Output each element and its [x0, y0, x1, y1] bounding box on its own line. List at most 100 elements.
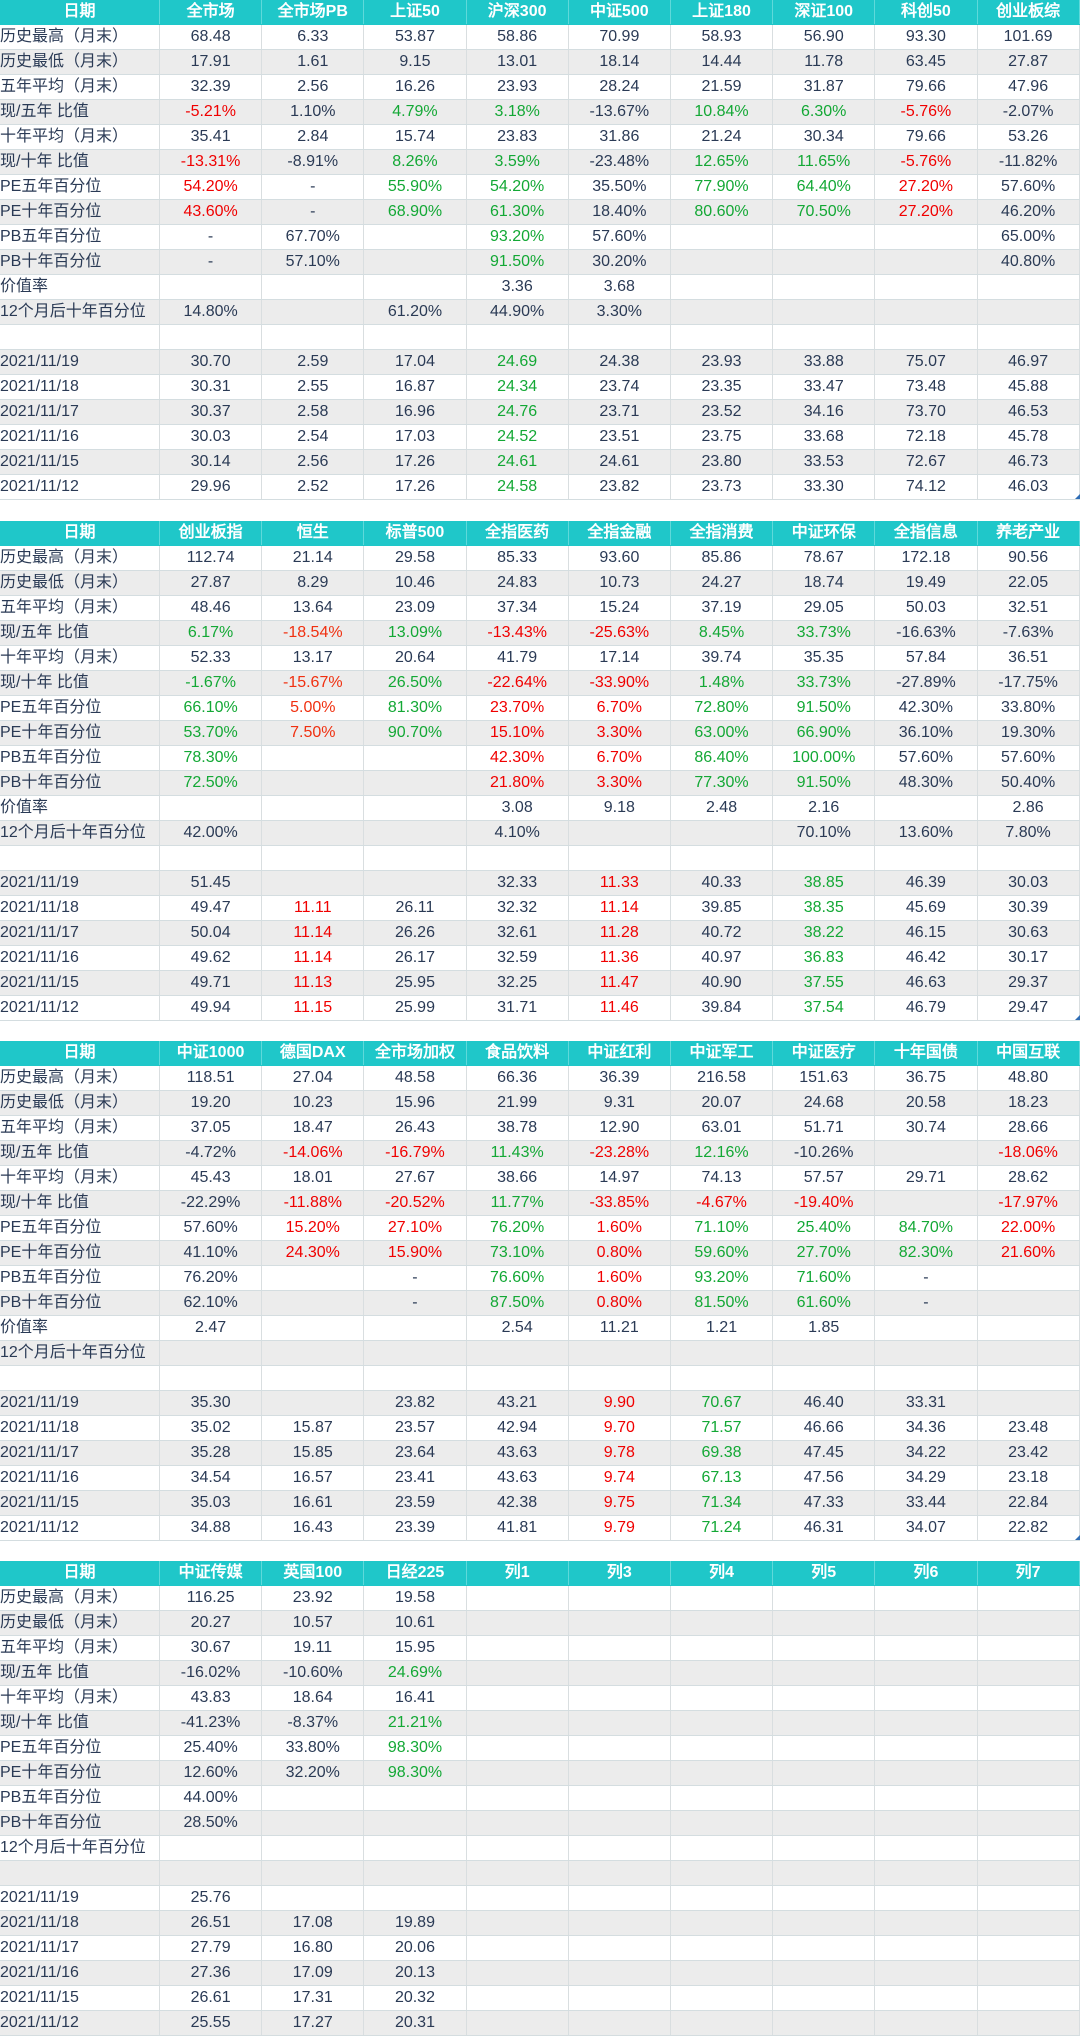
value-cell[interactable]: 10.61 [364, 1611, 467, 1635]
value-cell[interactable]: 40.72 [671, 921, 774, 945]
value-cell[interactable] [773, 1911, 876, 1935]
value-cell[interactable]: 2.54 [467, 1316, 569, 1340]
value-cell[interactable]: 23.64 [364, 1441, 467, 1465]
value-cell[interactable]: 46.03 [978, 475, 1080, 499]
value-cell[interactable] [569, 1861, 671, 1885]
row-label-cell[interactable]: 2021/11/17 [0, 1936, 160, 1960]
row-label-cell[interactable]: 2021/11/17 [0, 1441, 160, 1465]
value-cell[interactable] [262, 1861, 365, 1885]
value-cell[interactable]: 34.88 [160, 1516, 263, 1540]
value-cell[interactable]: 2.52 [262, 475, 365, 499]
value-cell[interactable]: 21.14 [262, 546, 365, 570]
value-cell[interactable]: 5.00% [262, 696, 365, 720]
value-cell[interactable] [569, 1936, 671, 1960]
row-label-cell[interactable]: PB十年百分位 [0, 250, 160, 274]
value-cell[interactable]: -17.75% [978, 671, 1080, 695]
value-cell[interactable]: -10.60% [262, 1661, 365, 1685]
value-cell[interactable]: 47.45 [773, 1441, 876, 1465]
value-cell[interactable]: 79.66 [875, 125, 978, 149]
value-cell[interactable] [978, 275, 1080, 299]
value-cell[interactable]: 10.23 [262, 1091, 365, 1115]
value-cell[interactable]: 46.63 [875, 971, 978, 995]
value-cell[interactable] [978, 1861, 1080, 1885]
value-cell[interactable]: 76.20% [467, 1216, 569, 1240]
value-cell[interactable] [671, 846, 774, 870]
value-cell[interactable] [875, 796, 978, 820]
value-cell[interactable]: 11.28 [569, 921, 671, 945]
value-cell[interactable]: -16.02% [160, 1661, 263, 1685]
value-cell[interactable] [467, 1711, 569, 1735]
value-cell[interactable] [262, 300, 365, 324]
value-cell[interactable]: 25.40% [773, 1216, 876, 1240]
value-cell[interactable]: 50.03 [875, 596, 978, 620]
value-cell[interactable] [773, 1661, 876, 1685]
value-cell[interactable] [467, 1811, 569, 1835]
value-cell[interactable] [160, 1366, 263, 1390]
value-cell[interactable]: 33.68 [773, 425, 876, 449]
value-cell[interactable]: 66.90% [773, 721, 876, 745]
value-cell[interactable]: 34.22 [875, 1441, 978, 1465]
value-cell[interactable]: 20.58 [875, 1091, 978, 1115]
value-cell[interactable]: 71.57 [671, 1416, 774, 1440]
value-cell[interactable]: 100.00% [773, 746, 876, 770]
value-cell[interactable] [978, 1711, 1080, 1735]
value-cell[interactable]: 151.63 [773, 1066, 876, 1090]
value-cell[interactable]: 66.36 [467, 1066, 569, 1090]
value-cell[interactable] [467, 1961, 569, 1985]
value-cell[interactable]: 24.61 [467, 450, 569, 474]
row-label-cell[interactable]: 价值率 [0, 1316, 160, 1340]
value-cell[interactable] [773, 1586, 876, 1610]
value-cell[interactable]: 35.28 [160, 1441, 263, 1465]
value-cell[interactable]: 26.17 [364, 946, 467, 970]
row-label-cell[interactable]: 2021/11/15 [0, 971, 160, 995]
row-label-cell[interactable]: 历史最高（月末） [0, 25, 160, 49]
value-cell[interactable] [364, 1341, 467, 1365]
value-cell[interactable] [160, 846, 263, 870]
value-cell[interactable]: 11.46 [569, 996, 671, 1020]
value-cell[interactable]: 23.74 [569, 375, 671, 399]
value-cell[interactable]: 35.03 [160, 1491, 263, 1515]
value-cell[interactable]: 14.97 [569, 1166, 671, 1190]
value-cell[interactable] [875, 225, 978, 249]
row-label-cell[interactable]: PE五年百分位 [0, 696, 160, 720]
row-label-cell[interactable]: PE十年百分位 [0, 1761, 160, 1785]
value-cell[interactable] [773, 1611, 876, 1635]
value-cell[interactable]: -2.07% [978, 100, 1080, 124]
row-label-cell[interactable]: 五年平均（月末） [0, 1116, 160, 1140]
value-cell[interactable]: 33.88 [773, 350, 876, 374]
value-cell[interactable]: 52.33 [160, 646, 263, 670]
row-label-cell[interactable]: PE十年百分位 [0, 721, 160, 745]
value-cell[interactable]: 23.51 [569, 425, 671, 449]
value-cell[interactable]: 3.30% [569, 771, 671, 795]
value-cell[interactable]: 91.50% [467, 250, 569, 274]
value-cell[interactable] [875, 1836, 978, 1860]
value-cell[interactable] [467, 1761, 569, 1785]
row-label-cell[interactable]: PE十年百分位 [0, 200, 160, 224]
value-cell[interactable]: 70.99 [569, 25, 671, 49]
value-cell[interactable] [978, 1886, 1080, 1910]
row-label-cell[interactable]: 2021/11/16 [0, 946, 160, 970]
value-cell[interactable]: 43.60% [160, 200, 263, 224]
value-cell[interactable]: 76.60% [467, 1266, 569, 1290]
value-cell[interactable] [671, 1366, 774, 1390]
value-cell[interactable]: 27.87 [160, 571, 263, 595]
value-cell[interactable]: 15.95 [364, 1636, 467, 1660]
value-cell[interactable]: 13.60% [875, 821, 978, 845]
value-cell[interactable]: 13.64 [262, 596, 365, 620]
value-cell[interactable]: 23.52 [671, 400, 774, 424]
value-cell[interactable]: 54.20% [467, 175, 569, 199]
value-cell[interactable]: 79.66 [875, 75, 978, 99]
value-cell[interactable]: 98.30% [364, 1736, 467, 1760]
value-cell[interactable]: 51.45 [160, 871, 263, 895]
value-cell[interactable]: 2.55 [262, 375, 365, 399]
value-cell[interactable]: 74.13 [671, 1166, 774, 1190]
value-cell[interactable]: 46.42 [875, 946, 978, 970]
value-cell[interactable] [262, 1341, 365, 1365]
value-cell[interactable]: 28.62 [978, 1166, 1080, 1190]
value-cell[interactable]: 21.80% [467, 771, 569, 795]
value-cell[interactable]: 67.13 [671, 1466, 774, 1490]
value-cell[interactable] [671, 225, 774, 249]
value-cell[interactable]: 12.60% [160, 1761, 263, 1785]
column-header[interactable]: 列6 [875, 1561, 978, 1585]
value-cell[interactable] [978, 1836, 1080, 1860]
